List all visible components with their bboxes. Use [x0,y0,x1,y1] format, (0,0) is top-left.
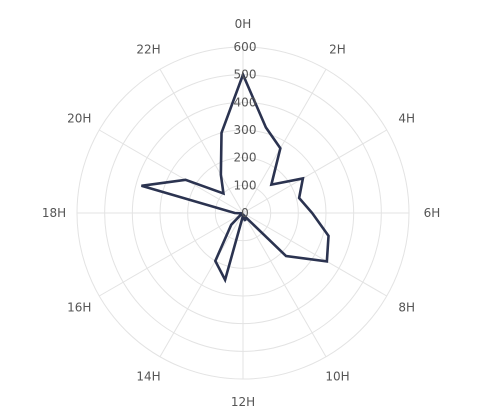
grid-spoke [243,213,326,357]
angle-label: 16H [67,301,91,315]
angle-label: 6H [424,206,441,220]
angle-label: 8H [398,301,415,315]
angle-label: 2H [329,42,346,56]
angle-label: 0H [235,17,252,31]
radial-tick-label: 300 [234,123,257,137]
angle-label: 10H [325,370,349,384]
angle-label: 20H [67,112,91,126]
radial-tick-label: 0 [241,206,249,220]
radial-tick-label: 500 [234,68,257,82]
radial-tick-label: 600 [234,40,257,54]
radial-tick-label: 400 [234,95,257,109]
radial-tick-label: 200 [234,151,257,165]
grid-spoke [160,69,243,213]
angle-label: 14H [136,370,160,384]
radial-tick-label: 100 [234,178,257,192]
grid-spoke [99,213,243,296]
grid-spoke [243,213,387,296]
angle-label: 12H [231,395,255,409]
angle-label: 4H [398,112,415,126]
angle-label: 18H [42,206,66,220]
grid-spoke [160,213,243,357]
grid-spoke [243,130,387,213]
angle-label: 22H [136,42,160,56]
